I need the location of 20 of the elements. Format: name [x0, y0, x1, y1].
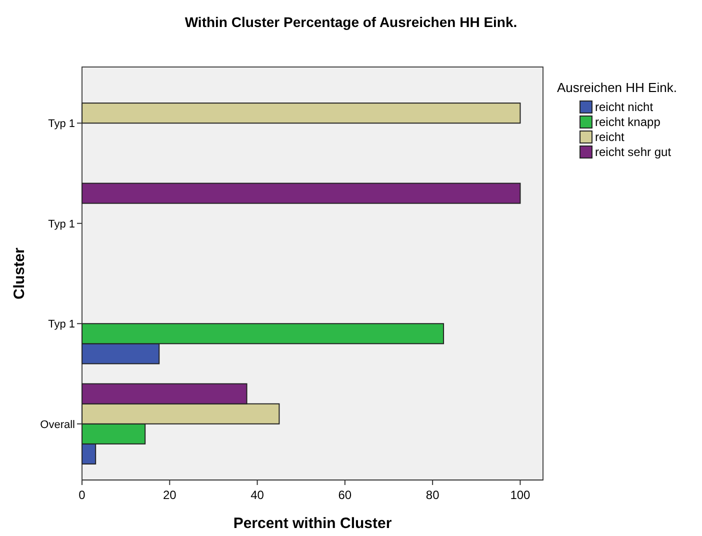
bar: [82, 182, 521, 204]
chart-title: Within Cluster Percentage of Ausreichen HH Eink.: [184, 14, 518, 30]
x-tick-label: 20: [162, 488, 177, 502]
x-tick-label: 80: [426, 488, 440, 502]
legend-label: reicht: [595, 130, 626, 144]
x-tick-label: 60: [338, 488, 352, 502]
legend-label: reicht sehr gut: [595, 145, 672, 159]
y-tick-label: Overall: [40, 418, 75, 431]
x-axis-title: Percent within Cluster: [233, 515, 392, 532]
x-tick-label: 40: [250, 488, 264, 502]
x-tick-label: 0: [78, 488, 86, 502]
x-tick-label: 100: [510, 488, 531, 502]
legend-title: Ausreichen HH Eink.: [557, 80, 677, 95]
legend-label: reicht nicht: [595, 100, 654, 114]
y-tick-label: Typ 1: [48, 218, 75, 230]
y-axis-title: Cluster: [11, 248, 28, 300]
bar: [82, 102, 521, 124]
y-tick-label: Typ 1: [48, 318, 75, 331]
y-tick-label: Typ 1: [48, 118, 75, 130]
legend-label: reicht knapp: [595, 115, 661, 129]
